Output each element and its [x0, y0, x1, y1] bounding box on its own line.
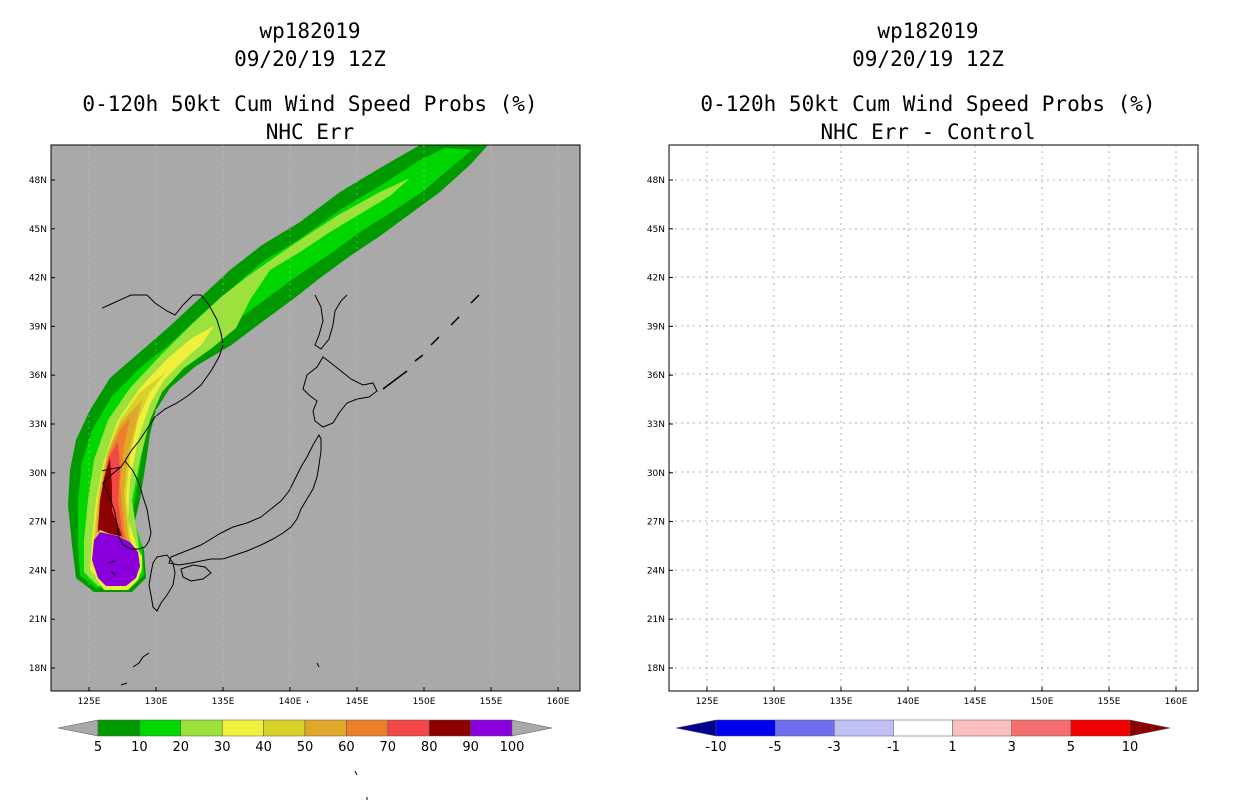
left-lat-label-24N: 24N	[29, 566, 47, 576]
left-map	[50, 144, 581, 800]
right-colorbar: -10 -5 -3 -1 1 3 5 10	[675, 719, 1171, 755]
left-lon-label-160E: 160E	[547, 697, 570, 707]
right-colorbar-swatch-5	[1011, 719, 1072, 737]
right-colorbar-label--1: -1	[887, 740, 900, 755]
left-lat-label-33N: 33N	[29, 420, 47, 430]
left-colorbar-swatch-5	[304, 719, 347, 737]
left-datetime: 09/20/19 12Z	[234, 47, 386, 71]
right-map-background	[669, 145, 1198, 691]
right-lon-label-130E: 130E	[763, 697, 786, 707]
left-colorbar-label-60: 60	[338, 740, 355, 755]
left-colorbar-low-end	[57, 719, 99, 737]
right-colorbar-swatch-0	[715, 719, 776, 737]
right-colorbar-swatch-2	[834, 719, 894, 737]
left-lat-label-36N: 36N	[29, 371, 47, 381]
left-colorbar-swatch-4	[263, 719, 306, 737]
left-storm-id: wp182019	[259, 19, 361, 43]
right-colorbar-label-3: 3	[1008, 740, 1016, 755]
right-colorbar-label--5: -5	[769, 740, 782, 755]
right-lon-label-135E: 135E	[830, 697, 853, 707]
right-colorbar-swatch-6	[1070, 719, 1131, 737]
left-lon-label-125E: 125E	[78, 697, 101, 707]
left-gridlines	[88, 145, 559, 691]
right-lon-label-155E: 155E	[1098, 697, 1121, 707]
right-lat-label-42N: 42N	[647, 274, 665, 284]
right-lat-label-48N: 48N	[647, 176, 665, 186]
left-lon-label-130E: 130E	[145, 697, 168, 707]
left-colorbar-label-70: 70	[380, 740, 397, 755]
right-map-frame	[668, 144, 1199, 692]
left-lat-label-30N: 30N	[29, 469, 47, 479]
right-map	[668, 144, 1199, 692]
left-colorbar-label-80: 80	[421, 740, 438, 755]
right-gridlines	[669, 145, 1198, 691]
left-colorbar-label-20: 20	[173, 740, 190, 755]
right-lon-label-145E: 145E	[964, 697, 987, 707]
left-lon-label-155E: 155E	[480, 697, 503, 707]
right-product-title: 0-120h 50kt Cum Wind Speed Probs (%)	[700, 92, 1156, 116]
left-product-title: 0-120h 50kt Cum Wind Speed Probs (%)	[82, 92, 538, 116]
left-colorbar-swatch-9	[470, 719, 513, 737]
right-lat-label-18N: 18N	[647, 664, 665, 674]
right-lat-label-24N: 24N	[647, 566, 665, 576]
right-colorbar-swatch-3	[893, 719, 953, 737]
right-lon-label-160E: 160E	[1165, 697, 1188, 707]
right-lon-label-150E: 150E	[1031, 697, 1054, 707]
left-colorbar-swatch-7	[387, 719, 430, 737]
right-colorbar-label--10: -10	[705, 740, 726, 755]
right-lat-label-27N: 27N	[647, 518, 665, 528]
right-lat-label-33N: 33N	[647, 420, 665, 430]
left-subtitle: NHC Err	[265, 120, 355, 144]
right-colorbar-swatch-4	[952, 719, 1012, 737]
left-colorbar-label-30: 30	[214, 740, 231, 755]
left-map-frame	[50, 144, 581, 692]
left-colorbar-swatch-8	[428, 719, 471, 737]
right-storm-id: wp182019	[877, 19, 979, 43]
right-colorbar-label-5: 5	[1067, 740, 1075, 755]
right-lat-label-39N: 39N	[647, 322, 665, 332]
right-lat-label-45N: 45N	[647, 225, 665, 235]
right-lon-label-140E: 140E	[897, 697, 920, 707]
right-lat-label-21N: 21N	[647, 615, 665, 625]
left-lat-label-18N: 18N	[29, 664, 47, 674]
left-lat-label-27N: 27N	[29, 518, 47, 528]
right-colorbar-label-1: 1	[948, 740, 956, 755]
left-lat-label-39N: 39N	[29, 322, 47, 332]
left-lat-label-42N: 42N	[29, 274, 47, 284]
left-colorbar-label-90: 90	[462, 740, 479, 755]
right-lat-label-36N: 36N	[647, 371, 665, 381]
left-lon-label-145E: 145E	[346, 697, 369, 707]
left-colorbar-label-100: 100	[500, 740, 525, 755]
left-colorbar-swatch-6	[346, 719, 389, 737]
right-datetime: 09/20/19 12Z	[852, 47, 1004, 71]
left-colorbar-swatch-2	[180, 719, 223, 737]
left-lat-label-21N: 21N	[29, 615, 47, 625]
left-lon-label-140E: 140E	[279, 697, 302, 707]
right-lat-label-30N: 30N	[647, 469, 665, 479]
left-lon-label-150E: 150E	[413, 697, 436, 707]
axis-tick-labels: 125E 130E 135E 140E 145E 150E 155E 160E 48N 45N 42…	[29, 176, 1188, 707]
right-colorbar-swatch-1	[774, 719, 835, 737]
left-colorbar-high-end	[511, 719, 553, 737]
left-lat-label-48N: 48N	[29, 176, 47, 186]
right-subtitle: NHC Err - Control	[820, 120, 1036, 144]
left-colorbar-label-5: 5	[94, 740, 102, 755]
left-colorbar-swatch-3	[221, 719, 264, 737]
left-colorbar-swatch-0	[97, 719, 140, 737]
right-lon-label-125E: 125E	[696, 697, 719, 707]
left-lon-label-135E: 135E	[212, 697, 235, 707]
right-colorbar-high-end	[1129, 719, 1171, 737]
left-probability-swath	[68, 145, 488, 592]
left-colorbar: 5 10 20 30 40 50 60 70 80 90 100	[57, 719, 553, 755]
prob-band-100	[92, 532, 140, 586]
left-colorbar-label-10: 10	[131, 740, 148, 755]
right-colorbar-low-end	[675, 719, 717, 737]
left-lat-label-45N: 45N	[29, 225, 47, 235]
left-colorbar-label-50: 50	[297, 740, 314, 755]
right-colorbar-label-10: 10	[1122, 740, 1139, 755]
right-colorbar-label--3: -3	[828, 740, 841, 755]
left-colorbar-swatch-1	[139, 719, 182, 737]
left-colorbar-label-40: 40	[255, 740, 272, 755]
